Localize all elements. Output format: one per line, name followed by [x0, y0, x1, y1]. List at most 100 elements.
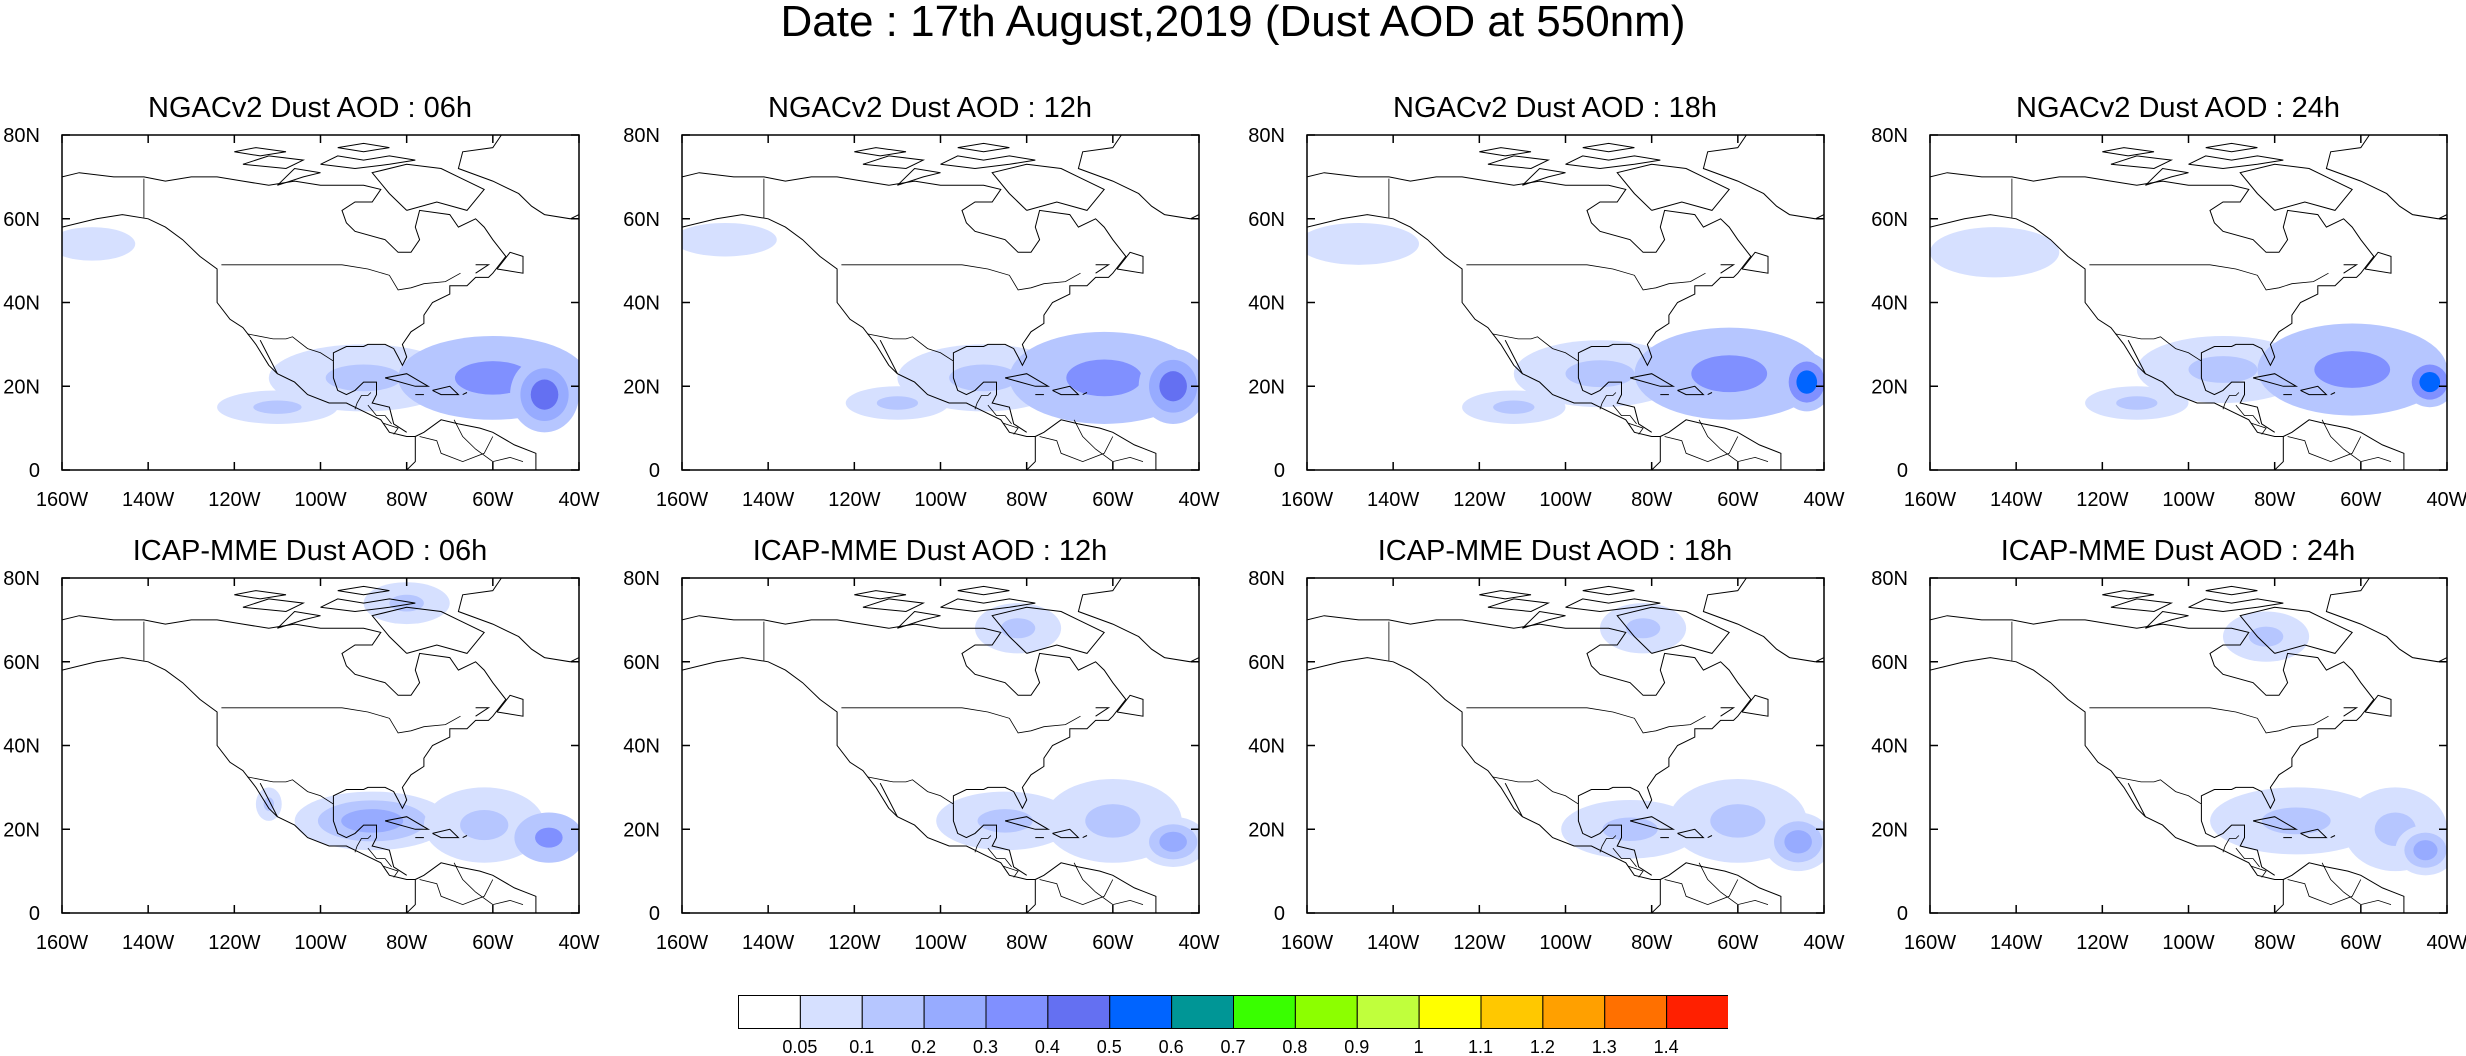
x-tick-label: 140W	[1367, 932, 1419, 954]
colorbar-label: 0.7	[1220, 1037, 1245, 1056]
coastline	[332, 361, 407, 433]
colorbar-label: 1.3	[1592, 1037, 1617, 1056]
y-tick-label: 20N	[1871, 819, 1908, 841]
coastline	[384, 816, 431, 830]
coastline	[1035, 862, 1157, 913]
x-tick-label: 120W	[2076, 489, 2128, 511]
coastline	[2325, 578, 2447, 663]
coastlines	[1930, 578, 2447, 913]
coastline	[320, 598, 416, 613]
colorbar-label: 0.6	[1159, 1037, 1184, 1056]
map-plot: 160W 140W 120W 100W 80W 60W 40W 80N 60N 40N 20N 0	[1248, 125, 1844, 511]
coastline	[1625, 578, 1679, 579]
border-line	[1627, 422, 1644, 435]
aod-cell	[263, 797, 274, 811]
colorbar-box	[923, 995, 987, 1029]
coastline	[991, 606, 1105, 654]
aod-cell	[74, 237, 110, 251]
border-line	[367, 847, 392, 868]
aod-cell	[2413, 840, 2438, 861]
coastline	[862, 598, 926, 613]
coastline	[1741, 694, 1769, 717]
coastline	[406, 879, 416, 913]
colorbar-box	[1666, 995, 1728, 1029]
coastline	[496, 251, 524, 274]
x-tick-label: 100W	[1539, 932, 1591, 954]
x-tick-label: 80W	[386, 932, 427, 954]
border-line	[1599, 835, 1617, 853]
coastline	[371, 163, 485, 211]
panel-icap-mme-12h: ICAP-MME Dust AOD : 12h 160W 140W 120W 100W…	[620, 533, 1240, 978]
aod-field	[1307, 222, 1824, 424]
x-tick-label: 60W	[2340, 932, 2381, 954]
colorbar-label: 0.9	[1344, 1037, 1369, 1056]
border-line	[367, 404, 392, 425]
y-tick-label: 60N	[3, 209, 40, 231]
coastline	[2248, 135, 2302, 136]
coastline	[457, 135, 579, 220]
x-tick-label: 40W	[1803, 489, 1844, 511]
aod-cell	[1602, 817, 1658, 841]
aod-cell	[2116, 396, 2158, 410]
x-tick-label: 40W	[1178, 489, 1219, 511]
border-line	[2287, 436, 2362, 463]
x-tick-label: 140W	[1990, 932, 2042, 954]
coastline	[277, 610, 321, 629]
y-tick-label: 40N	[623, 293, 660, 315]
colorbar-box	[1480, 995, 1544, 1029]
coastline	[1077, 135, 1199, 220]
x-tick-label: 40W	[1803, 932, 1844, 954]
x-tick-label: 80W	[1006, 489, 1047, 511]
coastline	[2330, 835, 2336, 839]
border-line	[247, 333, 334, 362]
aod-cell	[1784, 830, 1812, 854]
coastline	[259, 339, 278, 374]
coastline	[854, 590, 907, 600]
coastline	[1004, 373, 1051, 387]
colorbar-box	[1109, 995, 1173, 1029]
colorbar-box	[1604, 995, 1668, 1029]
coastline	[234, 590, 287, 600]
coastline	[1565, 598, 1661, 613]
x-tick-label: 160W	[36, 489, 88, 511]
border-line	[2235, 847, 2260, 868]
border-line	[1039, 879, 1114, 906]
coastline	[957, 585, 1010, 596]
border-line	[1698, 419, 1769, 463]
x-tick-label: 60W	[1717, 489, 1758, 511]
coastline	[1565, 155, 1661, 170]
border-line	[1599, 392, 1617, 410]
coastlines	[62, 578, 579, 913]
border-line	[1612, 404, 1637, 425]
aod-cell	[2248, 626, 2284, 647]
coastline	[2200, 361, 2275, 433]
aod-cell	[1968, 242, 2021, 263]
x-tick-label: 40W	[558, 489, 599, 511]
panel-title: NGACv2 Dust AOD : 24h	[2016, 92, 2340, 124]
coastline	[1930, 615, 2375, 810]
panel-ngacv2-18h: NGACv2 Dust AOD : 18h 160W 140W 120W 100W 80…	[1245, 90, 1865, 535]
aod-field	[2210, 611, 2447, 876]
x-tick-label: 140W	[1990, 489, 2042, 511]
border-line	[2115, 333, 2202, 362]
border-line	[354, 392, 372, 410]
coastline	[682, 172, 1127, 367]
y-tick-label: 20N	[623, 819, 660, 841]
border-line	[2115, 776, 2202, 805]
panel-icap-mme-24h: ICAP-MME Dust AOD : 24h 160W 140W 120W 100W…	[1868, 533, 2466, 978]
y-tick-label: 80N	[623, 568, 660, 590]
y-tick-label: 0	[1897, 903, 1908, 925]
coastline	[1487, 598, 1551, 613]
coastline	[62, 214, 416, 437]
coastline	[1741, 251, 1769, 274]
border-line	[2235, 404, 2260, 425]
y-tick-label: 20N	[1248, 819, 1285, 841]
border-line	[2321, 862, 2392, 906]
coastline	[1930, 214, 2284, 437]
coastline	[897, 167, 941, 186]
coastline	[957, 142, 1010, 153]
x-tick-label: 100W	[294, 489, 346, 511]
panel-title: ICAP-MME Dust AOD : 06h	[132, 535, 488, 567]
coastline	[1504, 782, 1523, 817]
borders	[763, 621, 1144, 906]
